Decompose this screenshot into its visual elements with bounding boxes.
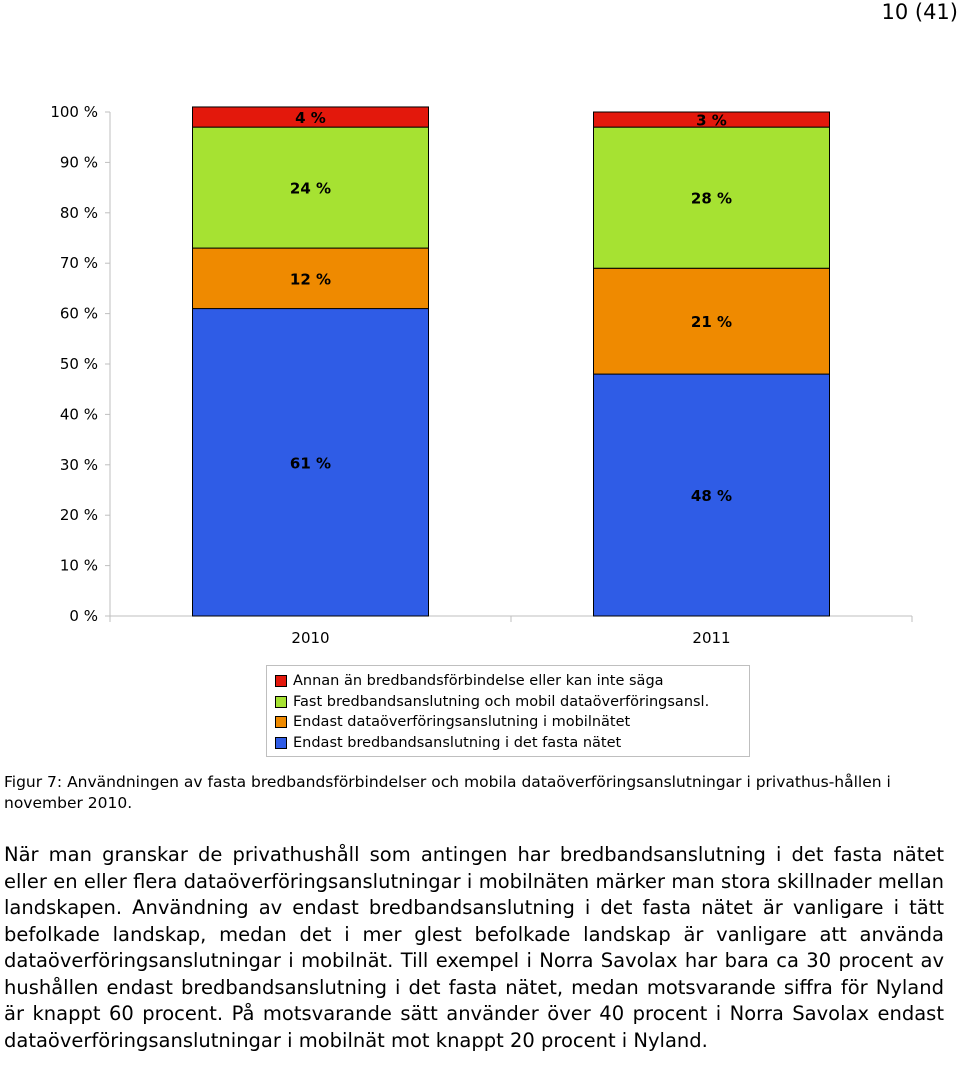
y-tick-label: 70 % (60, 254, 98, 272)
x-axis: 2010 2011 (109, 615, 913, 647)
legend-item: Annan än bredbandsförbindelse eller kan … (275, 671, 749, 692)
y-tick-label: 80 % (60, 204, 98, 222)
legend-label: Endast bredbandsanslutning i det fasta n… (293, 734, 622, 751)
data-label: 3 % (696, 112, 727, 130)
y-tick-label: 90 % (60, 153, 98, 171)
data-label: 48 % (691, 487, 732, 505)
data-label: 21 % (691, 313, 732, 331)
legend-swatch (275, 736, 287, 749)
bar-segment (192, 106, 429, 128)
legend-item: Endast dataöverföringsanslutning i mobil… (275, 712, 749, 733)
bar-segment (192, 247, 429, 310)
bar-segment (192, 308, 429, 617)
y-tick-label: 0 % (69, 607, 98, 625)
stacked-bar-chart: 0 % 10 % 20 % 30 % 40 % 50 % 60 % 70 % 80 % 90 % 1… (50, 103, 913, 647)
legend-item: Endast bredbandsanslutning i det fasta n… (275, 733, 749, 754)
data-label: 28 % (691, 190, 732, 208)
data-label: 24 % (290, 180, 331, 198)
bar-segment (593, 373, 830, 617)
legend-item: Fast bredbandsanslutning och mobil dataö… (275, 692, 749, 713)
bar-segment (593, 267, 830, 375)
figure-caption: Figur 7: Användningen av fasta bredbands… (4, 773, 891, 812)
x-tick-label: 2010 (291, 629, 329, 647)
data-label: 61 % (290, 454, 331, 472)
legend-label: Fast bredbandsanslutning och mobil dataö… (293, 693, 710, 710)
bar-segment (593, 126, 830, 269)
legend-label: Annan än bredbandsförbindelse eller kan … (293, 673, 664, 690)
data-label: 12 % (290, 270, 331, 288)
legend-swatch (275, 695, 287, 708)
y-tick-label: 30 % (60, 456, 98, 474)
legend-swatch (275, 675, 287, 688)
y-tick-label: 20 % (60, 506, 98, 524)
x-tick-label: 2011 (692, 629, 730, 647)
chart-legend: Annan än bredbandsförbindelse eller kan … (266, 665, 750, 757)
bar-segment (593, 111, 830, 128)
y-tick-label: 40 % (60, 405, 98, 423)
bar-labels: 61 % 12 % 24 % 4 % 48 % 21 % 28 % 3 % (290, 109, 732, 505)
page-number: 10 (41) (881, 0, 958, 24)
y-tick-label: 10 % (60, 557, 98, 575)
legend-label: Endast dataöverföringsanslutning i mobil… (293, 714, 631, 731)
y-tick-label: 50 % (60, 355, 98, 373)
y-tick-label: 60 % (60, 305, 98, 323)
data-label: 4 % (295, 109, 326, 127)
bars (192, 106, 830, 617)
body-paragraph: När man granskar de privathushåll som an… (4, 843, 944, 1052)
y-axis: 0 % 10 % 20 % 30 % 40 % 50 % 60 % 70 % 80 % 90 % 1… (50, 103, 111, 625)
legend-swatch (275, 716, 287, 729)
y-tick-label: 100 % (50, 103, 98, 121)
bar-segment (192, 126, 429, 249)
